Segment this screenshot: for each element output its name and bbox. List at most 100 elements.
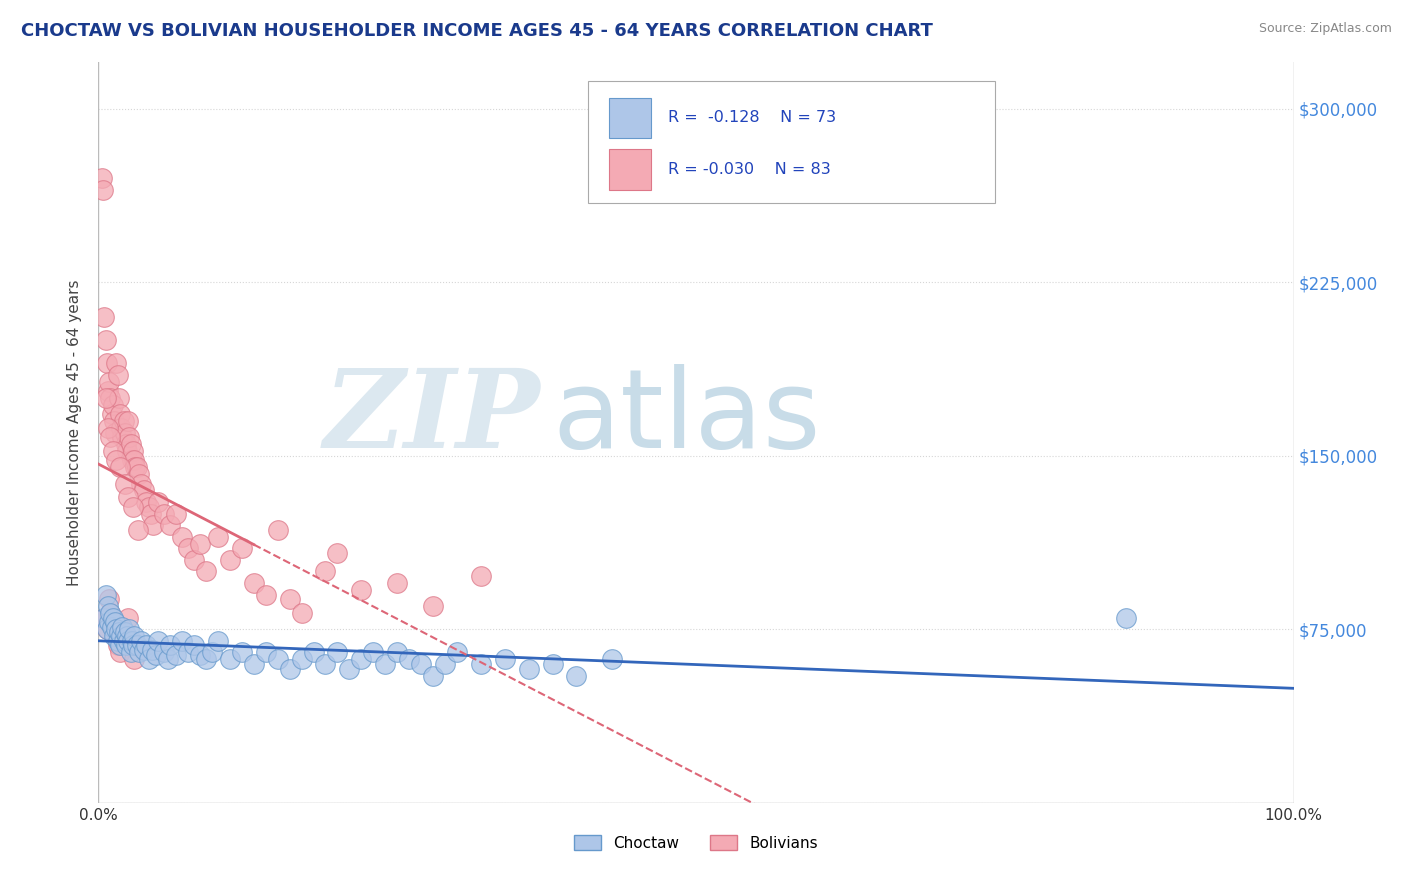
Point [125, 639, 148, 653]
Point [93, 610, 115, 624]
Point [165, 648, 187, 662]
Point [97, 421, 120, 435]
Point [159, 518, 181, 533]
Point [188, 536, 211, 550]
Point [339, 662, 361, 676]
Point [117, 610, 139, 624]
Point [315, 657, 337, 671]
Point [117, 491, 139, 505]
Point [111, 620, 134, 634]
Point [128, 645, 150, 659]
Point [135, 495, 157, 509]
Point [103, 414, 125, 428]
Point [122, 444, 145, 458]
Point [122, 639, 145, 653]
Text: ZIP: ZIP [323, 364, 541, 472]
Point [115, 629, 138, 643]
Point [141, 643, 163, 657]
Point [120, 645, 142, 659]
Y-axis label: Householder Income Ages 45 - 64 years: Householder Income Ages 45 - 64 years [67, 279, 83, 586]
Point [183, 639, 205, 653]
Point [117, 633, 139, 648]
Point [107, 624, 129, 639]
Point [374, 657, 396, 671]
Point [219, 553, 242, 567]
Point [101, 610, 124, 624]
Point [120, 437, 142, 451]
Point [122, 500, 145, 514]
Point [94, 333, 117, 347]
Point [107, 633, 129, 648]
Point [350, 652, 373, 666]
Point [172, 633, 194, 648]
Point [138, 652, 160, 666]
Point [91, 171, 114, 186]
Point [98, 606, 122, 620]
Point [98, 391, 122, 405]
Point [278, 592, 301, 607]
Point [124, 629, 146, 643]
Point [177, 645, 200, 659]
Point [177, 541, 200, 556]
Point [104, 425, 127, 440]
Point [108, 407, 131, 421]
Point [153, 645, 176, 659]
Point [98, 592, 121, 607]
Point [195, 652, 218, 666]
Point [231, 645, 253, 659]
Point [117, 414, 139, 428]
Point [121, 453, 143, 467]
Point [207, 530, 229, 544]
Point [1115, 610, 1137, 624]
Point [148, 633, 170, 648]
Point [291, 606, 314, 620]
Point [114, 476, 136, 491]
Point [104, 629, 127, 643]
Legend: Choctaw, Bolivians: Choctaw, Bolivians [574, 835, 818, 851]
Point [165, 507, 187, 521]
Bar [609, 97, 651, 138]
Point [98, 606, 122, 620]
Point [115, 444, 138, 458]
Point [494, 652, 516, 666]
Point [107, 368, 129, 382]
Point [267, 652, 290, 666]
Point [219, 652, 242, 666]
Point [326, 546, 349, 560]
Point [127, 523, 149, 537]
Point [243, 657, 266, 671]
Point [517, 662, 540, 676]
Point [153, 507, 176, 521]
Point [105, 622, 128, 636]
Point [128, 467, 150, 482]
Text: R = -0.030    N = 83: R = -0.030 N = 83 [668, 162, 831, 178]
Point [132, 643, 155, 657]
Point [156, 652, 179, 666]
Point [110, 421, 132, 435]
Point [94, 391, 117, 405]
Point [254, 588, 277, 602]
Point [98, 375, 121, 389]
Point [291, 652, 314, 666]
Point [94, 588, 117, 602]
Point [97, 599, 120, 614]
Point [132, 483, 155, 498]
Point [231, 541, 253, 556]
Point [207, 633, 229, 648]
Point [114, 629, 136, 643]
Point [602, 652, 624, 666]
Text: CHOCTAW VS BOLIVIAN HOUSEHOLDER INCOME AGES 45 - 64 YEARS CORRELATION CHART: CHOCTAW VS BOLIVIAN HOUSEHOLDER INCOME A… [21, 22, 934, 40]
Point [139, 507, 162, 521]
Point [350, 582, 373, 597]
Point [121, 639, 143, 653]
Point [267, 523, 290, 537]
Point [105, 453, 128, 467]
Point [422, 599, 444, 614]
Point [118, 430, 141, 444]
Point [159, 639, 181, 653]
Point [100, 407, 122, 421]
Point [108, 645, 131, 659]
Point [111, 622, 134, 636]
Point [541, 657, 564, 671]
Point [195, 565, 218, 579]
